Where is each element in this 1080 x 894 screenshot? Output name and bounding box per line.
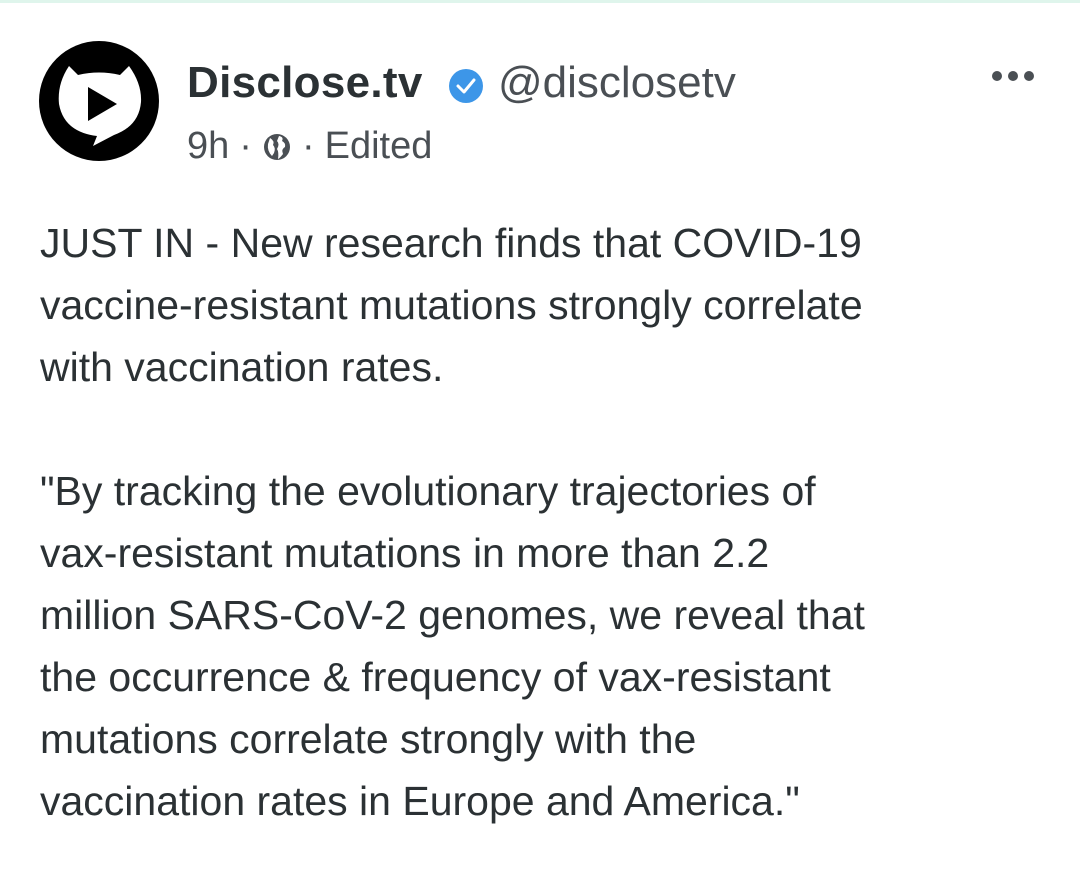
post-meta: 9h · · Edited (187, 125, 432, 168)
post-paragraph: JUST IN - New research finds that COVID-… (40, 220, 863, 390)
author-name[interactable]: Disclose.tv (187, 58, 423, 107)
verified-badge-icon (449, 69, 483, 103)
author-handle[interactable]: @disclosetv (498, 58, 736, 107)
separator: · (301, 125, 315, 167)
avatar[interactable] (38, 40, 160, 162)
post-paragraph: "By tracking the evolutionary trajectori… (40, 468, 865, 824)
post-time[interactable]: 9h (187, 125, 230, 167)
edited-label[interactable]: Edited (324, 125, 433, 167)
separator: · (239, 125, 252, 167)
post-body: JUST IN - New research finds that COVID-… (40, 212, 1060, 894)
more-options-icon[interactable] (990, 66, 1036, 86)
top-divider (0, 0, 1080, 3)
globe-icon (263, 133, 290, 160)
